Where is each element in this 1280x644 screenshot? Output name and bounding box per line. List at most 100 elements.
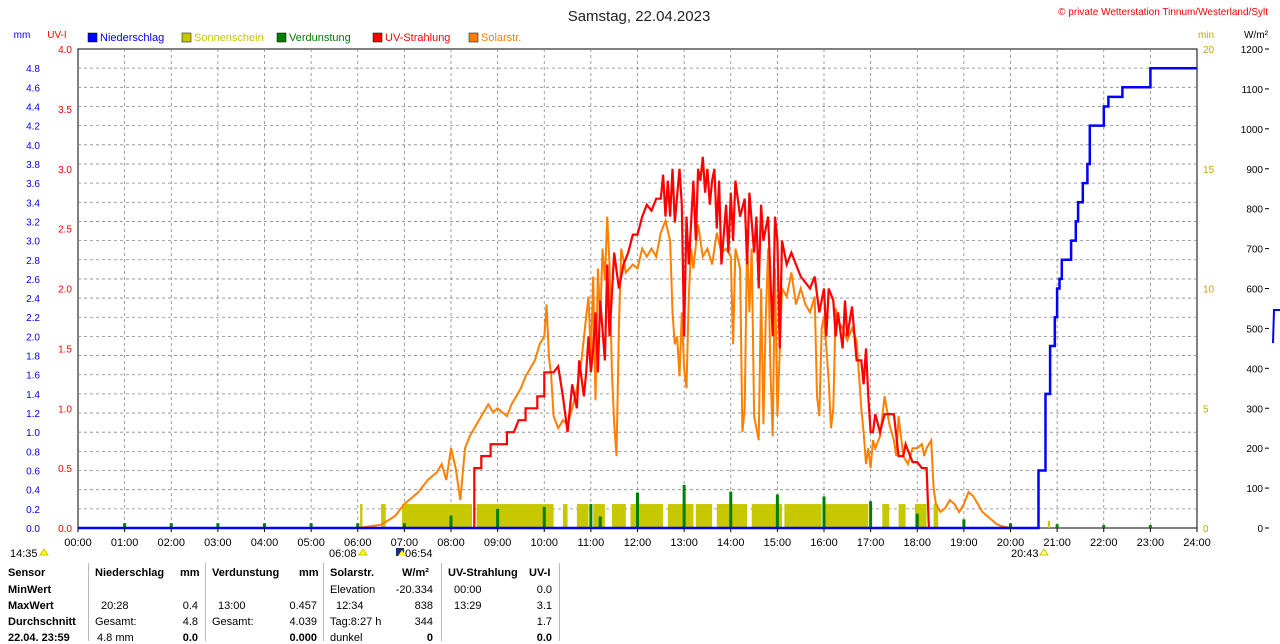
x-tick-label: 24:00: [1183, 537, 1211, 549]
wm2-tick-label: 900: [1246, 165, 1263, 176]
wm2-tick-label: 0: [1257, 524, 1263, 535]
row-cell: 1.7: [536, 616, 552, 628]
x-tick-label: 22:00: [1090, 537, 1118, 549]
uv-tick-label: 3.0: [58, 165, 72, 176]
x-tick-label: 19:00: [950, 537, 978, 549]
mm-tick-label: 2.2: [26, 313, 40, 324]
wm2-tick-label: 100: [1246, 484, 1263, 495]
wm2-tick-label: 500: [1246, 324, 1263, 335]
table-header-precip-unit: mm: [180, 567, 200, 579]
mm-tick-label: 4.2: [26, 122, 40, 133]
sunset-marker-label: 20:43: [1011, 548, 1039, 560]
sunshine-block: [751, 504, 783, 528]
sunrise2-marker-label: 06:54: [405, 548, 433, 560]
legend-label: Verdunstung: [289, 32, 351, 44]
sunshine-block: [476, 504, 554, 528]
mm-tick-label: 1.8: [26, 352, 40, 363]
min-axis-unit: min: [1198, 30, 1214, 41]
evaporation-bar: [496, 508, 500, 528]
evaporation-bar: [1009, 523, 1012, 528]
mm-tick-label: 3.6: [26, 179, 40, 190]
copyright-text: © private Wetterstation Tinnum/Westerlan…: [1058, 7, 1268, 18]
uv-tick-label: 2.5: [58, 225, 72, 236]
x-tick-label: 02:00: [157, 537, 185, 549]
legend-swatch: [468, 32, 479, 43]
row-cell: 0.0: [536, 632, 552, 644]
row-cell: -20.334: [395, 584, 433, 596]
table-header-evap-unit: mm: [299, 567, 319, 579]
wm2-tick-label: 300: [1246, 404, 1263, 415]
wm2-tick-label: 700: [1246, 245, 1263, 256]
evaporation-series: [123, 484, 1152, 528]
sunshine-block: [784, 504, 822, 528]
row-cell: 0.4: [182, 600, 198, 612]
min-tick-label: 15: [1203, 165, 1215, 176]
sunshine-block: [611, 504, 626, 528]
sunshine-block: [898, 504, 906, 528]
sunshine-block: [562, 504, 568, 528]
uv-tick-label: 4.0: [58, 45, 72, 56]
evaporation-bar: [915, 513, 919, 528]
row-cell: 344: [414, 616, 433, 628]
evaporation-bar: [402, 523, 406, 528]
chart-title: Samstag, 22.04.2023: [568, 8, 711, 25]
table-header-solar-unit: W/m²: [402, 567, 429, 579]
solar-radiation-line: [357, 216, 1011, 529]
min-tick-label: 10: [1203, 285, 1215, 296]
evaporation-bar: [775, 494, 779, 528]
x-tick-label: 11:00: [578, 537, 605, 549]
wm2-tick-label: 400: [1246, 364, 1263, 375]
evaporation-bar: [216, 523, 220, 528]
wm2-tick-label: 600: [1246, 285, 1263, 296]
wm2-axis-unit: W/m²: [1244, 30, 1269, 41]
x-tick-label: 10:00: [530, 537, 558, 549]
grid: [77, 48, 1198, 529]
uv-tick-label: 0.0: [58, 524, 72, 535]
min-tick-label: 20: [1203, 45, 1215, 56]
sunshine-block: [630, 504, 664, 528]
x-tick-label: 08:00: [437, 537, 465, 549]
x-tick-label: 06:00: [344, 537, 372, 549]
mm-tick-label: 1.0: [26, 428, 40, 439]
sunset-marker-icon: [1039, 548, 1049, 556]
table-separator: [88, 563, 89, 641]
sunshine-block: [667, 504, 694, 528]
evaporation-bar: [1148, 525, 1152, 528]
row-cell: 0.000: [289, 632, 317, 644]
evaporation-bar: [263, 523, 266, 528]
sunrise2-marker-icon: [396, 548, 404, 556]
x-tick-label: 21:00: [1043, 537, 1071, 549]
x-tick-label: 14:00: [717, 537, 745, 549]
evaporation-bar: [309, 523, 313, 528]
row-cell: 13:29: [454, 600, 482, 612]
x-tick-label: 04:00: [251, 537, 279, 549]
table-header-evap: Verdunstung: [212, 567, 280, 579]
mm-tick-label: 3.4: [26, 198, 40, 209]
mm-tick-label: 2.8: [26, 256, 40, 267]
evaporation-bar: [1102, 525, 1106, 528]
evaporation-bar: [822, 496, 826, 528]
min-tick-label: 0: [1203, 524, 1209, 535]
mm-tick-label: 1.4: [26, 390, 40, 401]
table-separator: [441, 563, 442, 641]
line-series: [78, 66, 1280, 530]
min-tick-label: 5: [1203, 404, 1209, 415]
row-label: MinWert: [8, 584, 52, 596]
x-tick-label: 15:00: [764, 537, 792, 549]
evaporation-bar: [169, 523, 173, 528]
mm-tick-label: 2.0: [26, 332, 40, 343]
uv-radiation-line: [473, 156, 932, 530]
evaporation-bar: [636, 492, 639, 528]
mm-tick-label: 4.0: [26, 141, 40, 152]
x-tick-label: 18:00: [903, 537, 931, 549]
mm-tick-label: 3.8: [26, 160, 40, 171]
row-cell: dunkel: [330, 632, 363, 644]
mm-tick-label: 2.6: [26, 275, 40, 286]
table-header-precip: Niederschlag: [95, 567, 165, 579]
row-cell: Gesamt:: [212, 616, 254, 628]
evaporation-bar: [682, 484, 686, 528]
sunshine-block: [933, 504, 939, 528]
uv-tick-label: 1.0: [58, 404, 72, 415]
solar-current-indicator: [1272, 309, 1280, 344]
legend: Niederschlag Sonnenschein Verdunstung UV-St…: [87, 32, 521, 44]
